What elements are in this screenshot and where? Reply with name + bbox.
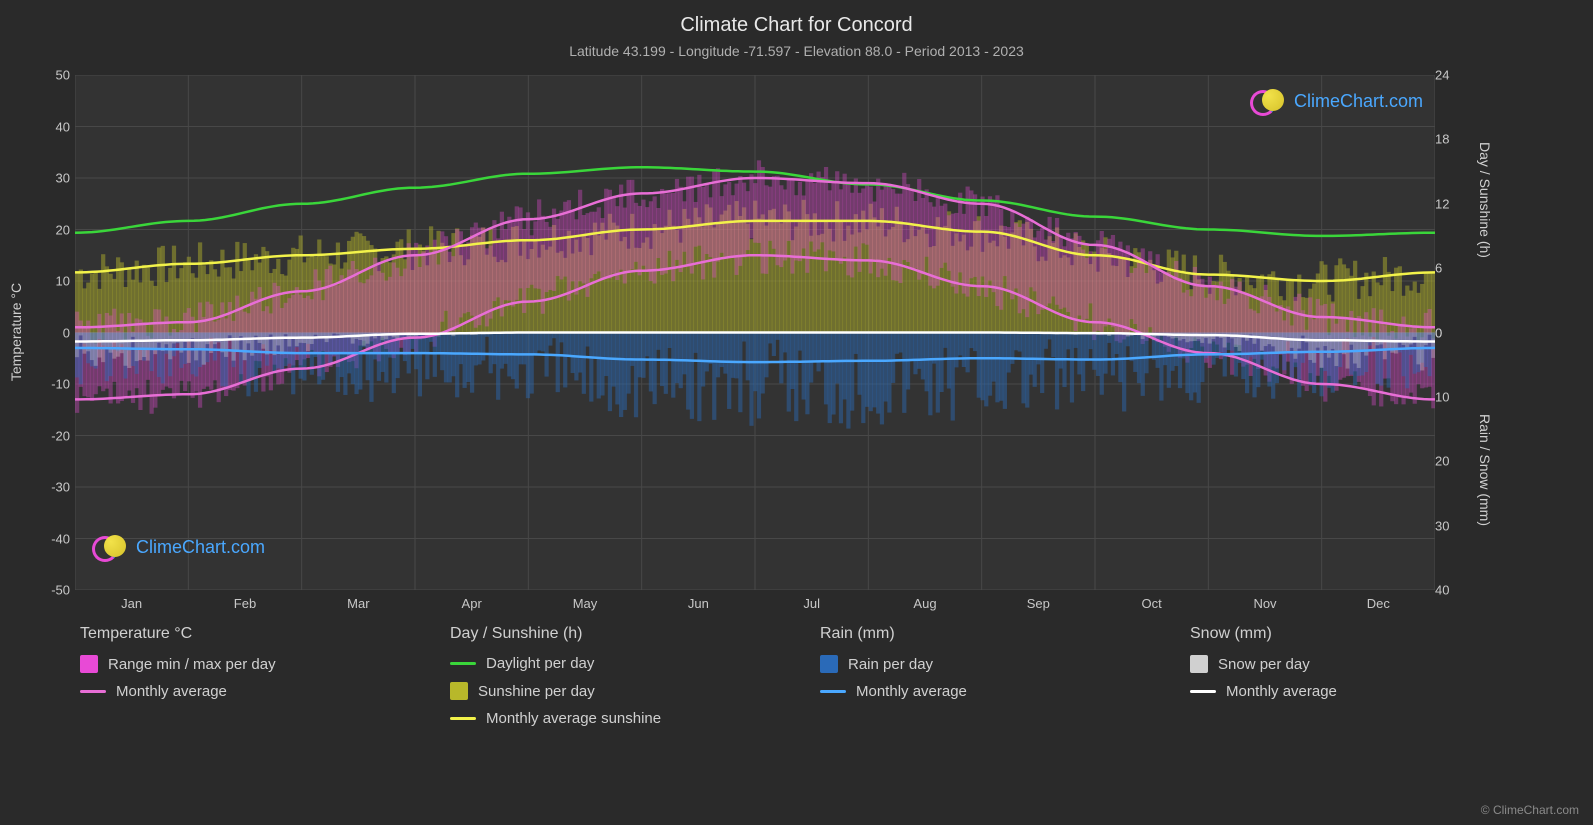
legend-label: Range min / max per day xyxy=(108,656,276,673)
legend-item: Monthly average sunshine xyxy=(450,710,780,727)
axis-label-left: Temperature °C xyxy=(8,283,24,381)
legend-item: Rain per day xyxy=(820,655,1150,673)
ytick-left: -20 xyxy=(40,428,70,443)
xtick-month: Dec xyxy=(1367,596,1390,611)
legend-item: Monthly average xyxy=(1190,683,1520,700)
xtick-month: Jun xyxy=(688,596,709,611)
legend-swatch xyxy=(820,690,846,693)
copyright: © ClimeChart.com xyxy=(1481,803,1579,817)
legend-group: Day / Sunshine (h) Daylight per day Sunshi… xyxy=(450,625,780,737)
legend-label: Sunshine per day xyxy=(478,683,595,700)
legend-label: Daylight per day xyxy=(486,655,594,672)
legend-head: Snow (mm) xyxy=(1190,625,1520,643)
legend-swatch xyxy=(820,655,838,673)
legend-swatch xyxy=(80,690,106,693)
ytick-right-mm: 10 xyxy=(1435,389,1465,404)
legend-head: Rain (mm) xyxy=(820,625,1150,643)
ytick-right-hours: 24 xyxy=(1435,68,1465,83)
ytick-left: 30 xyxy=(40,171,70,186)
legend: Temperature °C Range min / max per day Mon… xyxy=(80,625,1520,737)
watermark-text: ClimeChart.com xyxy=(1294,91,1423,112)
legend-item: Daylight per day xyxy=(450,655,780,672)
ytick-left: -40 xyxy=(40,531,70,546)
ytick-right-hours: 12 xyxy=(1435,196,1465,211)
chart-svg xyxy=(75,75,1435,590)
ytick-right-mm: 30 xyxy=(1435,518,1465,533)
chart-title: Climate Chart for Concord xyxy=(0,0,1593,37)
legend-swatch xyxy=(1190,690,1216,693)
legend-group: Rain (mm) Rain per day Monthly average xyxy=(820,625,1150,737)
xtick-month: Jan xyxy=(121,596,142,611)
legend-head: Day / Sunshine (h) xyxy=(450,625,780,643)
ytick-right-mm: 0 xyxy=(1435,325,1465,340)
axis-label-right-top: Day / Sunshine (h) xyxy=(1477,142,1493,258)
ytick-left: 0 xyxy=(40,325,70,340)
ytick-left: -10 xyxy=(40,377,70,392)
watermark-text: ClimeChart.com xyxy=(136,537,265,558)
watermark-bottom: ClimeChart.com xyxy=(92,534,265,560)
legend-swatch xyxy=(450,717,476,720)
ytick-left: -50 xyxy=(40,583,70,598)
legend-head: Temperature °C xyxy=(80,625,410,643)
ytick-right-hours: 18 xyxy=(1435,132,1465,147)
xtick-month: Mar xyxy=(347,596,369,611)
legend-label: Monthly average xyxy=(1226,683,1337,700)
ytick-right-mm: 20 xyxy=(1435,454,1465,469)
legend-item: Range min / max per day xyxy=(80,655,410,673)
chart-subtitle: Latitude 43.199 - Longitude -71.597 - El… xyxy=(0,37,1593,59)
xtick-month: Jul xyxy=(803,596,820,611)
legend-label: Monthly average xyxy=(116,683,227,700)
legend-item: Monthly average xyxy=(820,683,1150,700)
ytick-left: -30 xyxy=(40,480,70,495)
xtick-month: Sep xyxy=(1027,596,1050,611)
ytick-left: 40 xyxy=(40,119,70,134)
watermark-top: ClimeChart.com xyxy=(1250,88,1423,114)
legend-group: Temperature °C Range min / max per day Mon… xyxy=(80,625,410,737)
xtick-month: Aug xyxy=(913,596,936,611)
xtick-month: Feb xyxy=(234,596,256,611)
legend-swatch xyxy=(450,662,476,665)
legend-item: Snow per day xyxy=(1190,655,1520,673)
climechart-logo-icon xyxy=(1250,88,1288,114)
legend-item: Monthly average xyxy=(80,683,410,700)
legend-swatch xyxy=(80,655,98,673)
xtick-month: Nov xyxy=(1253,596,1276,611)
ytick-left: 50 xyxy=(40,68,70,83)
legend-group: Snow (mm) Snow per day Monthly average xyxy=(1190,625,1520,737)
ytick-right-hours: 6 xyxy=(1435,261,1465,276)
legend-label: Monthly average xyxy=(856,683,967,700)
axis-label-right-bot: Rain / Snow (mm) xyxy=(1477,414,1493,526)
legend-swatch xyxy=(1190,655,1208,673)
legend-label: Monthly average sunshine xyxy=(486,710,661,727)
ytick-right-mm: 40 xyxy=(1435,583,1465,598)
chart-plot-area xyxy=(75,75,1435,590)
ytick-left: 10 xyxy=(40,274,70,289)
xtick-month: May xyxy=(573,596,598,611)
ytick-left: 20 xyxy=(40,222,70,237)
legend-item: Sunshine per day xyxy=(450,682,780,700)
xtick-month: Apr xyxy=(462,596,482,611)
climechart-logo-icon xyxy=(92,534,130,560)
legend-label: Rain per day xyxy=(848,656,933,673)
legend-swatch xyxy=(450,682,468,700)
xtick-month: Oct xyxy=(1142,596,1162,611)
legend-label: Snow per day xyxy=(1218,656,1310,673)
